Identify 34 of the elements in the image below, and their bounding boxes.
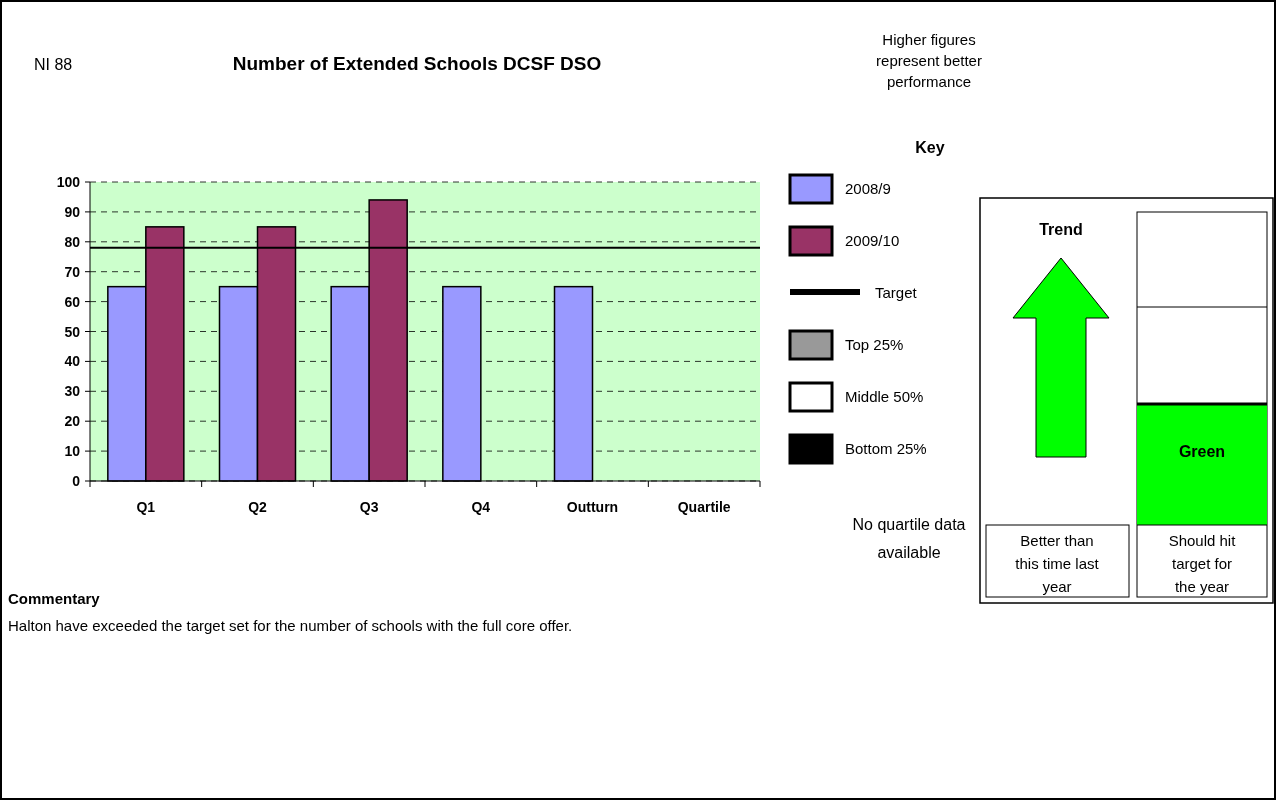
y-tick-label: 90	[64, 203, 81, 220]
text: NI 88	[34, 56, 73, 73]
x-tick-label: Q3	[359, 499, 379, 515]
y-tick-label: 30	[64, 383, 81, 400]
text: Green	[1178, 443, 1226, 460]
legend-label: Target	[875, 284, 918, 301]
text: Better than this time last year	[1015, 532, 1100, 595]
text: Higher figures represent better performance	[876, 31, 982, 90]
y-tick-label: 80	[64, 233, 81, 250]
chart-title: Number of Extended Schools DCSF DSO	[232, 53, 602, 74]
y-tick-label: 0	[72, 473, 81, 489]
text: Should hit target for the year	[1168, 532, 1237, 595]
y-tick-label: 60	[64, 293, 81, 310]
y-tick-label: 50	[64, 323, 81, 340]
legend-label: Top 25%	[845, 336, 904, 353]
y-tick-label: 10	[64, 443, 81, 460]
y-tick-label: 70	[64, 263, 81, 280]
legend-label: Bottom 25%	[845, 440, 927, 457]
legend-title: Key	[915, 139, 945, 156]
text: No quartile data available	[852, 516, 966, 561]
y-tick-label: 20	[64, 413, 81, 430]
x-tick-label: Q2	[248, 499, 268, 515]
y-tick-label: 40	[64, 353, 81, 370]
x-tick-label: Q4	[471, 499, 491, 515]
text: Halton have exceeded the target set for the number of schools with the full core offer.	[8, 617, 573, 634]
legend-label: 2009/10	[845, 232, 900, 249]
x-tick-label: Quartile	[677, 499, 731, 515]
legend-label: 2008/9	[845, 180, 891, 197]
text: Commentary	[8, 590, 101, 607]
x-tick-label: Outturn	[566, 499, 619, 515]
text: Trend	[1039, 221, 1083, 238]
y-tick-label: 100	[56, 174, 81, 190]
legend-label: Middle 50%	[845, 388, 924, 405]
x-tick-label: Q1	[136, 499, 156, 515]
